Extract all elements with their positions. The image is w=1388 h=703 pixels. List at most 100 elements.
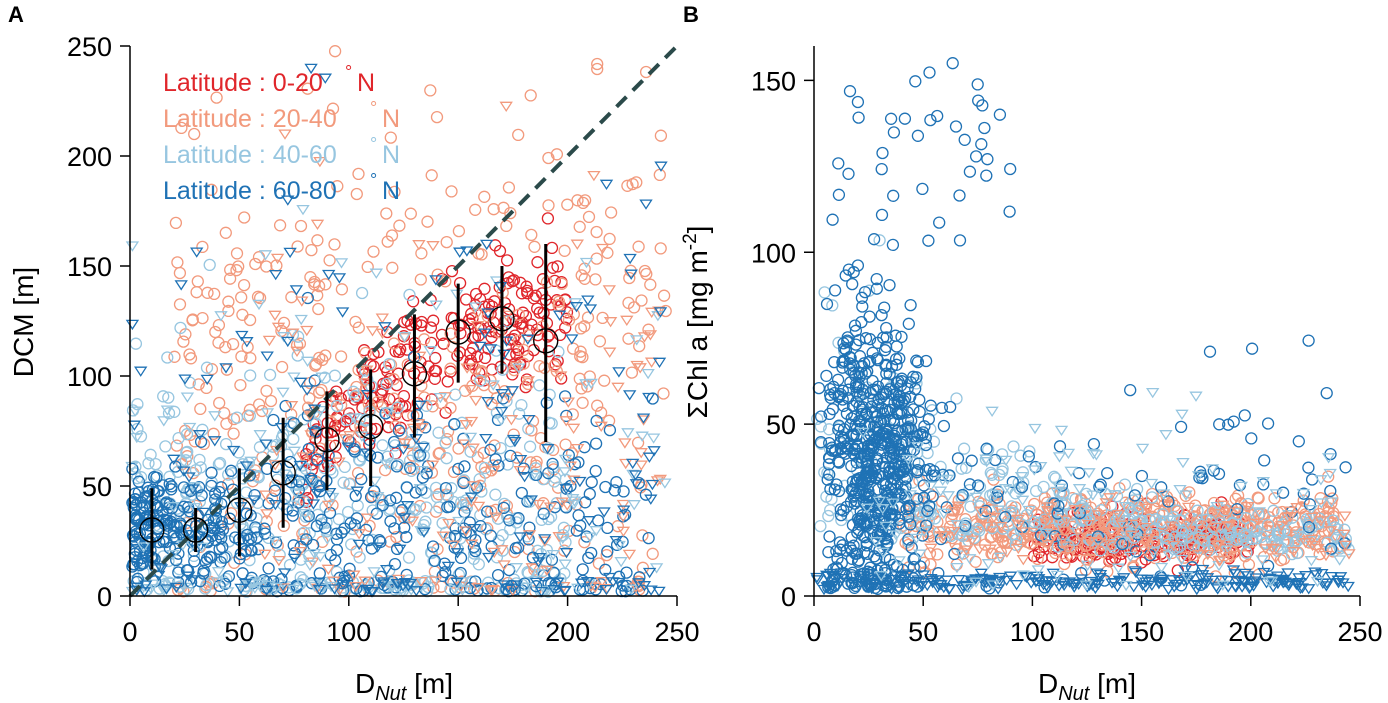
data-point-triangle xyxy=(468,302,483,313)
data-point-circle xyxy=(224,464,238,477)
data-point-circle xyxy=(898,112,912,125)
x-tick-label: 200 xyxy=(545,617,590,647)
data-point-triangle xyxy=(174,280,188,291)
data-point-triangle xyxy=(1252,507,1266,518)
data-point-circle xyxy=(196,423,209,436)
data-point-circle xyxy=(828,445,841,458)
data-point-triangle xyxy=(983,544,997,555)
data-point-circle xyxy=(305,243,318,257)
data-point-triangle xyxy=(1077,527,1091,539)
data-point-circle xyxy=(638,264,652,278)
data-point-triangle xyxy=(415,465,429,477)
data-point-circle xyxy=(1080,553,1093,566)
data-point-circle xyxy=(1174,420,1188,434)
data-point-triangle xyxy=(981,559,996,570)
data-point-circle xyxy=(512,334,526,347)
data-point-circle xyxy=(150,471,163,484)
data-point-circle xyxy=(165,483,178,496)
data-point-triangle xyxy=(629,479,644,490)
data-point-circle xyxy=(847,447,860,460)
data-point-circle xyxy=(1276,486,1290,499)
data-point-triangle xyxy=(1247,518,1261,530)
data-point-triangle xyxy=(1209,582,1223,593)
data-point-circle xyxy=(598,374,611,387)
data-point-circle xyxy=(1197,542,1211,555)
data-point-circle xyxy=(258,522,271,535)
data-point-circle xyxy=(852,111,865,124)
data-point-circle xyxy=(996,534,1009,547)
data-point-triangle xyxy=(992,576,1007,588)
data-point-circle xyxy=(625,366,639,379)
data-point-triangle xyxy=(1298,538,1313,549)
data-point-circle xyxy=(191,275,204,288)
data-point-circle xyxy=(444,401,457,415)
data-point-triangle xyxy=(327,576,341,587)
data-point-circle xyxy=(828,355,841,369)
data-point-triangle xyxy=(597,507,611,518)
data-point-triangle xyxy=(1050,570,1065,582)
data-point-circle xyxy=(205,363,219,376)
data-point-triangle xyxy=(641,368,655,380)
data-point-circle xyxy=(860,539,873,552)
data-point-circle xyxy=(249,521,262,534)
data-point-triangle xyxy=(463,384,477,396)
data-point-circle xyxy=(367,245,380,258)
data-point-triangle xyxy=(1331,575,1346,586)
data-point-circle xyxy=(893,517,906,530)
data-point-triangle xyxy=(315,372,329,383)
one-to-one-reference-line xyxy=(128,44,679,598)
data-point-triangle xyxy=(285,474,299,485)
data-point-circle xyxy=(981,153,994,166)
data-point-triangle xyxy=(875,575,889,586)
data-point-triangle xyxy=(614,557,628,568)
data-point-triangle xyxy=(869,537,883,548)
data-point-triangle xyxy=(186,484,200,495)
data-point-circle xyxy=(421,215,434,228)
data-point-circle xyxy=(444,362,457,375)
data-point-circle xyxy=(566,342,580,355)
data-point-circle xyxy=(1161,532,1174,546)
data-point-circle xyxy=(466,312,479,325)
data-point-triangle xyxy=(940,474,955,485)
data-point-circle xyxy=(430,110,444,124)
data-point-circle xyxy=(418,333,431,346)
data-point-circle xyxy=(390,530,403,544)
data-point-triangle xyxy=(622,549,637,561)
data-point-circle xyxy=(474,519,487,533)
data-point-circle xyxy=(986,515,1000,528)
data-point-triangle xyxy=(1119,580,1133,592)
data-point-circle xyxy=(1089,545,1102,558)
data-point-circle xyxy=(319,521,332,534)
data-point-circle xyxy=(306,538,320,552)
degree-symbol: ° xyxy=(370,170,377,190)
data-point-circle xyxy=(315,513,328,526)
data-point-circle xyxy=(828,284,842,297)
data-point-triangle xyxy=(479,433,493,445)
data-point-triangle xyxy=(1338,540,1352,551)
data-point-triangle xyxy=(459,420,473,431)
data-point-circle xyxy=(489,453,502,466)
data-point-triangle xyxy=(365,326,380,337)
data-point-circle xyxy=(306,450,320,463)
data-point-triangle xyxy=(322,269,336,281)
data-point-triangle xyxy=(1064,466,1078,477)
data-point-circle xyxy=(491,568,505,582)
data-point-triangle xyxy=(489,512,503,523)
data-point-circle xyxy=(413,499,427,513)
data-point-triangle xyxy=(1210,540,1224,552)
data-point-circle xyxy=(485,505,498,518)
data-point-triangle xyxy=(965,535,979,546)
data-point-triangle xyxy=(581,295,595,306)
data-point-circle xyxy=(214,520,228,533)
data-point-triangle xyxy=(618,438,632,449)
data-point-circle xyxy=(298,526,311,539)
data-point-triangle xyxy=(1216,500,1230,511)
data-point-circle xyxy=(218,495,231,508)
data-point-circle xyxy=(163,470,176,483)
data-point-triangle xyxy=(1139,536,1153,547)
data-point-circle xyxy=(963,478,977,491)
data-point-circle xyxy=(316,353,329,367)
data-point-triangle xyxy=(1161,584,1176,596)
data-point-circle xyxy=(905,435,918,448)
data-point-circle xyxy=(654,129,668,142)
